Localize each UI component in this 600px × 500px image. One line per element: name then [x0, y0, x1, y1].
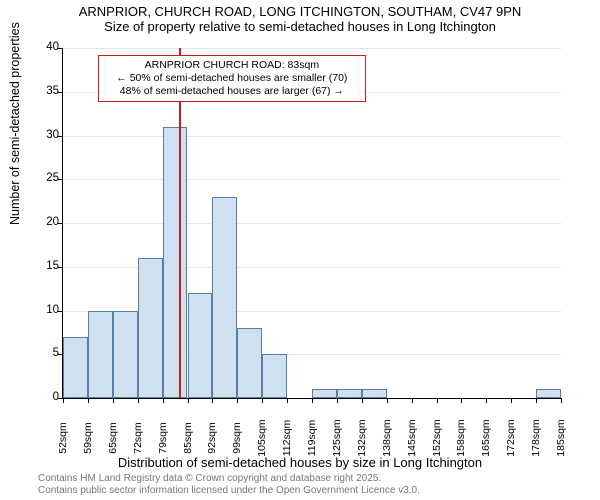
- xtick-mark: [387, 398, 388, 403]
- xtick-label: 172sqm: [505, 418, 517, 458]
- xtick-mark: [536, 398, 537, 403]
- histogram-bar: [262, 354, 287, 398]
- histogram-bar: [88, 311, 113, 399]
- ytick-label: 20: [29, 216, 59, 228]
- xtick-mark: [237, 398, 238, 403]
- ytick-label: 15: [29, 260, 59, 272]
- xtick-mark: [561, 398, 562, 403]
- xtick-label: 119sqm: [306, 418, 318, 458]
- histogram-bar: [113, 311, 138, 399]
- xtick-mark: [212, 398, 213, 403]
- xtick-label: 165sqm: [480, 418, 492, 458]
- xtick-mark: [511, 398, 512, 403]
- xtick-label: 158sqm: [455, 418, 467, 458]
- histogram-bar: [337, 389, 362, 398]
- xtick-mark: [163, 398, 164, 403]
- xtick-label: 85sqm: [182, 418, 194, 458]
- xtick-mark: [113, 398, 114, 403]
- xtick-label: 112sqm: [281, 418, 293, 458]
- xtick-mark: [63, 398, 64, 403]
- xtick-mark: [412, 398, 413, 403]
- xtick-label: 105sqm: [256, 418, 268, 458]
- histogram-bar: [188, 293, 213, 398]
- xtick-mark: [312, 398, 313, 403]
- xtick-mark: [138, 398, 139, 403]
- gridline: [63, 136, 561, 137]
- xtick-label: 52sqm: [57, 418, 69, 458]
- xtick-mark: [188, 398, 189, 403]
- xtick-mark: [262, 398, 263, 403]
- histogram-bar: [312, 389, 337, 398]
- xtick-label: 92sqm: [206, 418, 218, 458]
- xtick-mark: [437, 398, 438, 403]
- ytick-label: 35: [29, 85, 59, 97]
- chart-footnote: Contains HM Land Registry data © Crown c…: [38, 473, 420, 496]
- xtick-mark: [337, 398, 338, 403]
- chart-title-line2: Size of property relative to semi-detach…: [0, 19, 600, 34]
- histogram-bar: [362, 389, 387, 398]
- histogram-bar: [212, 197, 237, 398]
- xtick-mark: [362, 398, 363, 403]
- xtick-label: 79sqm: [157, 418, 169, 458]
- xtick-label: 138sqm: [381, 418, 393, 458]
- ytick-label: 25: [29, 172, 59, 184]
- footnote-line2: Contains public sector information licen…: [38, 485, 420, 497]
- xtick-label: 132sqm: [356, 418, 368, 458]
- chart-title-line1: ARNPRIOR, CHURCH ROAD, LONG ITCHINGTON, …: [0, 4, 600, 19]
- plot-area: 051015202530354052sqm59sqm65sqm72sqm79sq…: [62, 48, 561, 399]
- footnote-line1: Contains HM Land Registry data © Crown c…: [38, 473, 420, 485]
- annotation-line: ARNPRIOR CHURCH ROAD: 83sqm: [105, 59, 359, 72]
- histogram-bar: [63, 337, 88, 398]
- xtick-label: 99sqm: [231, 418, 243, 458]
- ytick-label: 10: [29, 304, 59, 316]
- annotation-line: ← 50% of semi-detached houses are smalle…: [105, 72, 359, 85]
- xtick-label: 185sqm: [555, 418, 567, 458]
- histogram-bar: [163, 127, 188, 398]
- chart-title-block: ARNPRIOR, CHURCH ROAD, LONG ITCHINGTON, …: [0, 4, 600, 34]
- xtick-label: 125sqm: [331, 418, 343, 458]
- annotation-line: 48% of semi-detached houses are larger (…: [105, 85, 359, 98]
- xtick-mark: [486, 398, 487, 403]
- xtick-label: 178sqm: [530, 418, 542, 458]
- annotation-box: ARNPRIOR CHURCH ROAD: 83sqm← 50% of semi…: [98, 55, 366, 102]
- ytick-label: 40: [29, 41, 59, 53]
- gridline: [63, 179, 561, 180]
- histogram-bar: [138, 258, 163, 398]
- xtick-label: 152sqm: [431, 418, 443, 458]
- xtick-mark: [287, 398, 288, 403]
- xtick-label: 72sqm: [132, 418, 144, 458]
- y-axis-label: Number of semi-detached properties: [8, 22, 22, 225]
- xtick-mark: [88, 398, 89, 403]
- gridline: [63, 223, 561, 224]
- x-axis-label: Distribution of semi-detached houses by …: [0, 455, 600, 470]
- xtick-label: 65sqm: [107, 418, 119, 458]
- xtick-label: 59sqm: [82, 418, 94, 458]
- gridline: [63, 48, 561, 49]
- histogram-bar: [237, 328, 262, 398]
- ytick-label: 0: [29, 391, 59, 403]
- xtick-label: 145sqm: [406, 418, 418, 458]
- histogram-bar: [536, 389, 561, 398]
- ytick-label: 30: [29, 129, 59, 141]
- xtick-mark: [461, 398, 462, 403]
- ytick-label: 5: [29, 347, 59, 359]
